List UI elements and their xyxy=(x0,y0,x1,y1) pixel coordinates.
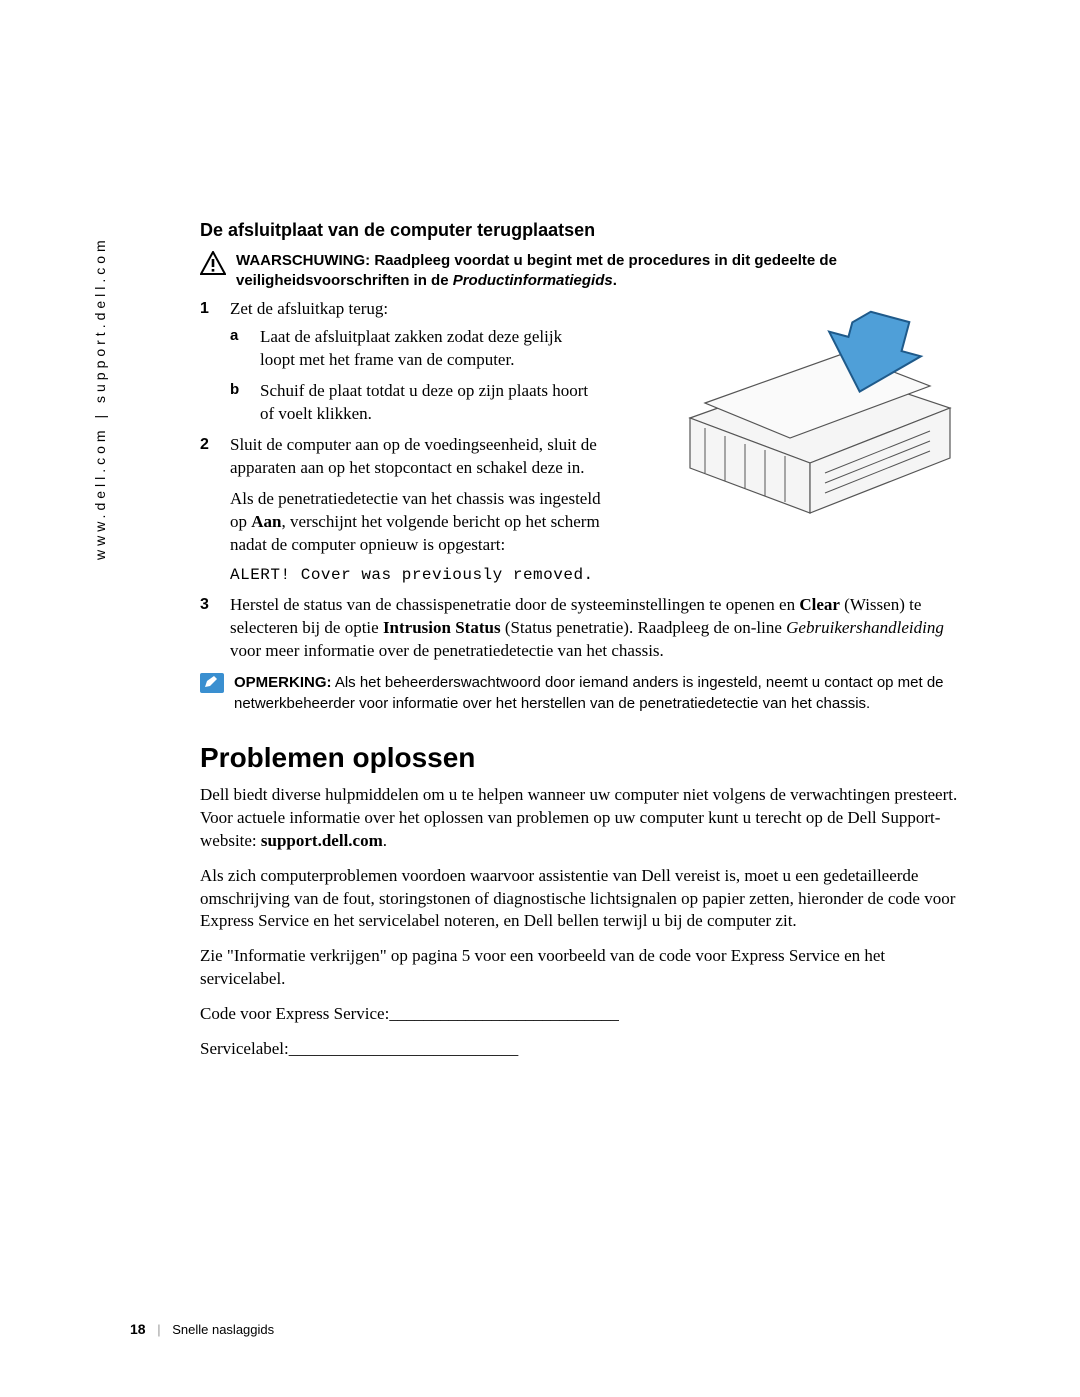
step-1b-text: Schuif de plaat totdat u deze op zijn pl… xyxy=(260,381,588,423)
note-body: Als het beheerderswachtwoord door iemand… xyxy=(234,674,944,711)
note-label: OPMERKING: xyxy=(234,674,332,691)
step2-cont-post: , verschijnt het volgende bericht op het… xyxy=(230,512,600,554)
footer-doc-title: Snelle naslaggids xyxy=(172,1322,274,1337)
step3-pre: Herstel de status van de chassispenetrat… xyxy=(230,595,799,614)
warning-period: . xyxy=(613,272,617,289)
step3-bold1: Clear xyxy=(799,595,840,614)
numbered-steps-cont: 3 Herstel de status van de chassispenetr… xyxy=(200,594,960,663)
warning-triangle-icon xyxy=(200,251,226,275)
step3-bold2: Intrusion Status xyxy=(383,618,501,637)
para1-bold: support.dell.com xyxy=(261,831,383,850)
step-1a-text: Laat de afsluitplaat zakken zodat deze g… xyxy=(260,327,562,369)
lettered-substeps: a Laat de afsluitplaat zakken zodat deze… xyxy=(230,326,600,426)
section-title: De afsluitplaat van de computer terugpla… xyxy=(200,220,960,241)
para1-post: . xyxy=(383,831,387,850)
step-2-text: Sluit de computer aan op de voedingseenh… xyxy=(230,435,597,477)
heading-problemen: Problemen oplossen xyxy=(200,742,960,774)
step-2-num: 2 xyxy=(200,434,209,456)
note-pencil-icon xyxy=(200,673,224,693)
alert-monospace: ALERT! Cover was previously removed. xyxy=(200,565,960,587)
para-2: Als zich computerproblemen voordoen waar… xyxy=(200,865,960,934)
step-1-num: 1 xyxy=(200,298,209,320)
warning-block: WAARSCHUWING: Raadpleeg voordat u begint… xyxy=(200,251,960,292)
warning-label: WAARSCHUWING: xyxy=(236,252,370,269)
para-3: Zie "Informatie verkrijgen" op pagina 5 … xyxy=(200,945,960,991)
page-number: 18 xyxy=(130,1321,146,1337)
step3-italic: Gebruikershandleiding xyxy=(786,618,944,637)
warning-text: WAARSCHUWING: Raadpleeg voordat u begint… xyxy=(236,251,960,292)
footer-separator: | xyxy=(157,1322,160,1337)
computer-chassis-figure xyxy=(660,298,960,518)
step2-bold: Aan xyxy=(251,512,281,531)
sidebar-url: www.dell.com | support.dell.com xyxy=(92,236,108,560)
step3-post: voor meer informatie over de penetratied… xyxy=(230,641,664,660)
field-express-service: Code voor Express Service:______________… xyxy=(200,1003,960,1026)
para-1: Dell biedt diverse hulpmiddelen om u te … xyxy=(200,784,960,853)
document-page: www.dell.com | support.dell.com De afslu… xyxy=(0,0,1080,1397)
step-1a: a Laat de afsluitplaat zakken zodat deze… xyxy=(230,326,600,372)
field-servicelabel: Servicelabel:___________________________ xyxy=(200,1038,960,1061)
step-3-num: 3 xyxy=(200,594,209,616)
instructions-with-figure: 1 Zet de afsluitkap terug: a Laat de afs… xyxy=(200,298,960,557)
step3-mid2: (Status penetratie). Raadpleeg de on-lin… xyxy=(501,618,787,637)
step-1a-num: a xyxy=(230,326,238,346)
page-footer: 18 | Snelle naslaggids xyxy=(130,1321,274,1337)
step-1-text: Zet de afsluitkap terug: xyxy=(230,299,388,318)
warning-doc-ref: Productinformatiegids xyxy=(453,272,613,289)
step-1b-num: b xyxy=(230,380,239,400)
note-block: OPMERKING: Als het beheerderswachtwoord … xyxy=(200,673,960,714)
step-3: 3 Herstel de status van de chassispenetr… xyxy=(200,594,960,663)
note-text: OPMERKING: Als het beheerderswachtwoord … xyxy=(234,673,960,714)
step-2-continuation: Als de penetratiedetectie van het chassi… xyxy=(200,488,620,557)
step-1b: b Schuif de plaat totdat u deze op zijn … xyxy=(230,380,600,426)
